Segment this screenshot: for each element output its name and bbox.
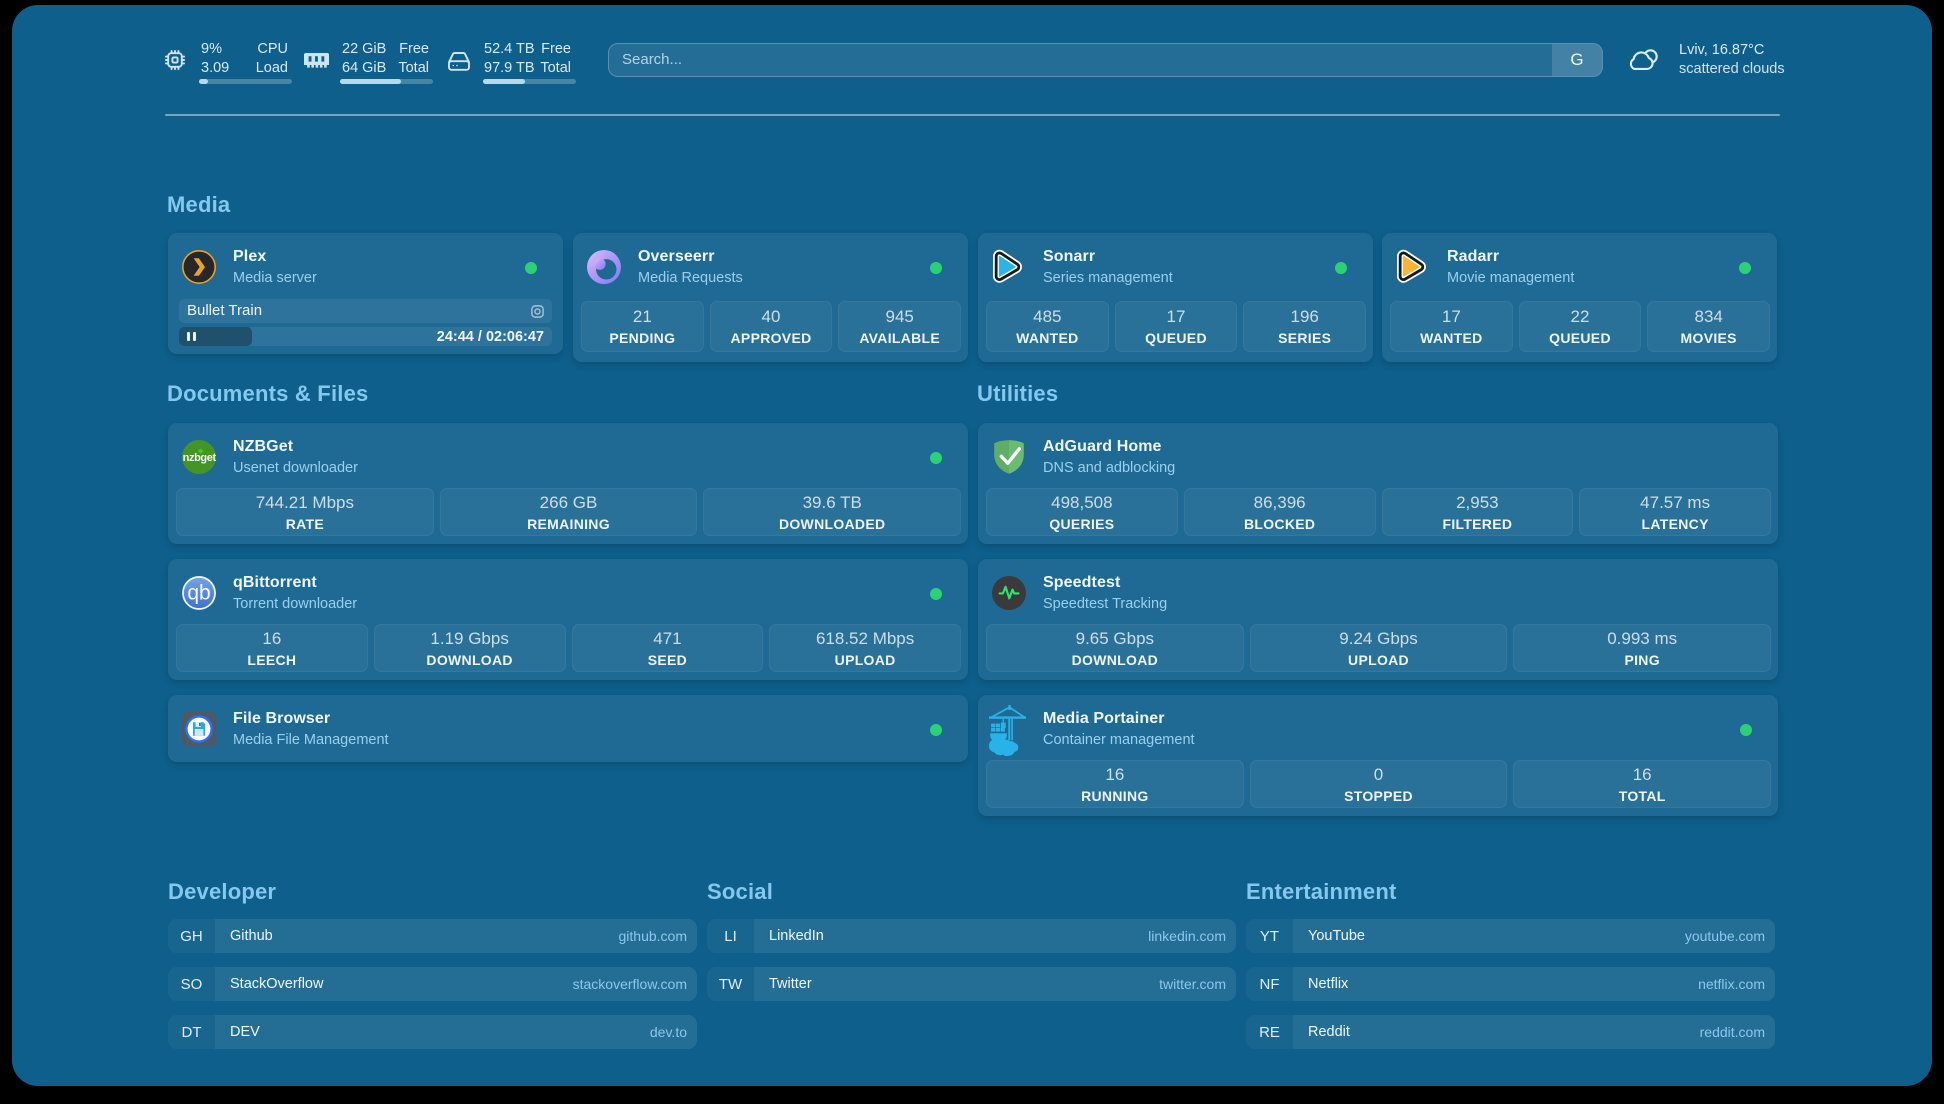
svg-text:qb: qb bbox=[187, 582, 210, 605]
svg-text:nzbget: nzbget bbox=[183, 452, 217, 464]
